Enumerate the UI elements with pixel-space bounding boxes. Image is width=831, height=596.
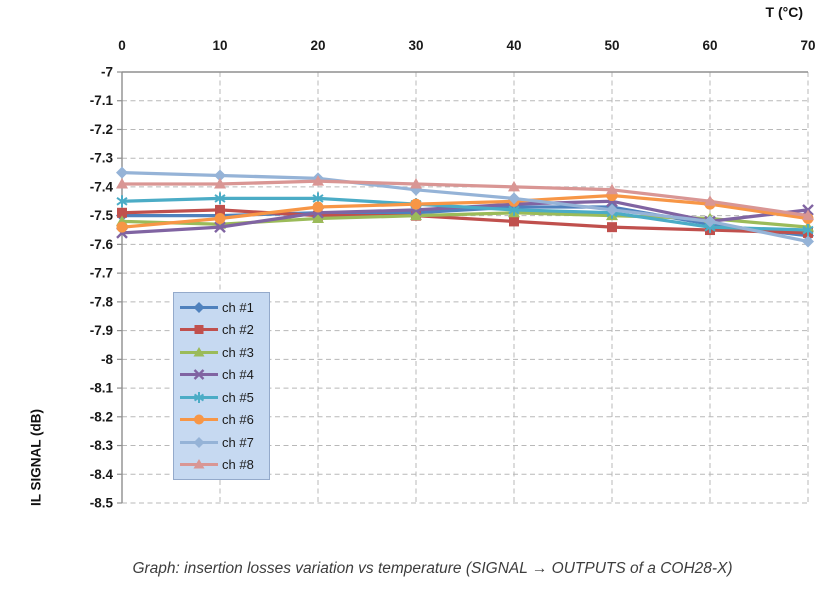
x-tick-label: 70 (800, 38, 815, 53)
square-marker (607, 222, 617, 233)
diamond-marker (214, 169, 226, 182)
circle-marker (214, 213, 226, 225)
triangle-marker (606, 183, 618, 195)
triangle-marker (116, 178, 128, 189)
triangle-marker (214, 178, 226, 189)
triangle-marker (802, 209, 814, 221)
legend-item-ch-3: ch #3 (179, 342, 269, 362)
legend-key-swatch (180, 369, 218, 381)
y-tick-label: -7.3 (90, 151, 114, 166)
y-tick-label: -8.5 (90, 496, 114, 511)
triangle-marker (410, 209, 422, 221)
square-marker (194, 325, 204, 335)
y-tick-label: -7.4 (90, 179, 114, 194)
x-axis-title: T (°C) (765, 4, 803, 20)
diamond-marker (704, 215, 716, 228)
diamond-marker (508, 192, 520, 205)
series-line (120, 170, 810, 244)
legend-key-swatch (180, 301, 218, 313)
diamond-marker (193, 436, 205, 448)
triangle-marker (193, 346, 205, 357)
chart-caption: Graph: insertion losses variation vs tem… (132, 560, 733, 577)
diamond-marker (606, 203, 618, 216)
y-tick-label: -7.5 (90, 208, 114, 223)
x-tick-label: 20 (310, 38, 325, 53)
y-axis-title: IL SIGNAL (dB) (28, 409, 44, 506)
y-tick-label: -8.4 (90, 467, 114, 482)
square-marker (215, 204, 225, 215)
legend-label: ch #2 (222, 322, 254, 338)
diamond-marker (116, 166, 128, 179)
legend-item-ch-1: ch #1 (179, 297, 269, 317)
series-line (120, 208, 810, 235)
chart-container: 0 10 20 30 40 50 60 70 -7 -7.1 -7.2 -7.3 -7.4 -7.5 -7.… (29, 4, 816, 511)
legend-key-swatch (180, 436, 218, 448)
asterisk-marker (193, 391, 205, 403)
legend-key-swatch (180, 391, 218, 403)
triangle-marker (312, 212, 324, 224)
x-tick-label: 0 (118, 38, 126, 53)
y-tick-label: -7.2 (90, 122, 113, 137)
x-tick-label: 10 (212, 38, 227, 53)
legend-label: ch #6 (222, 412, 254, 428)
circle-marker (194, 414, 204, 425)
legend-item-ch-5: ch #5 (179, 387, 269, 407)
circle-marker (410, 198, 422, 210)
triangle-marker (410, 178, 422, 189)
legend-label: ch #7 (222, 434, 254, 450)
y-tick-label: -7.7 (90, 266, 113, 281)
legend-item-ch-6: ch #6 (179, 410, 269, 430)
y-tick-label: -7 (101, 65, 113, 80)
legend-label: ch #4 (222, 367, 254, 383)
legend-key-swatch (180, 459, 218, 469)
y-tick-label: -7.8 (90, 294, 114, 309)
x-tick-label: 40 (506, 38, 521, 53)
asterisk-marker (116, 195, 128, 208)
asterisk-marker (802, 224, 814, 237)
legend-item-ch-8: ch #8 (179, 455, 269, 475)
chart-legend: ch #1 ch #2 ch #3 ch #4 ch #5 ch #6 ch #7 ch #8 (173, 292, 270, 480)
x-tick-label: 60 (702, 38, 717, 53)
legend-key-swatch (180, 414, 218, 425)
legend-label: ch #5 (222, 389, 254, 405)
y-tick-label: -7.9 (90, 323, 113, 338)
legend-key-swatch (180, 346, 218, 357)
x-marker (193, 369, 205, 381)
x-tick-label: 30 (408, 38, 423, 53)
y-tick-label: -8 (101, 352, 113, 367)
x-tick-label: 50 (604, 38, 619, 53)
legend-key-swatch (180, 325, 218, 335)
series-line (120, 193, 810, 229)
y-tick-label: -7.1 (90, 93, 114, 108)
diamond-marker (802, 235, 814, 248)
asterisk-marker (214, 192, 226, 205)
square-marker (509, 216, 519, 227)
legend-item-ch-7: ch #7 (179, 432, 269, 452)
series-line (120, 196, 810, 232)
series-ch-8 (116, 175, 814, 221)
circle-marker (312, 201, 324, 213)
circle-marker (116, 221, 128, 233)
line-chart: 0 10 20 30 40 50 60 70 -7 -7.1 -7.2 -7.3 -7.4 -7.5 -7.… (90, 38, 816, 511)
legend-item-ch-4: ch #4 (179, 365, 269, 385)
diamond-marker (193, 301, 205, 313)
y-tick-label: -7.6 (90, 237, 114, 252)
x-marker (214, 221, 226, 234)
triangle-marker (508, 180, 520, 192)
y-tick-label: -8.2 (90, 409, 113, 424)
legend-label: ch #3 (222, 344, 254, 360)
triangle-marker (312, 175, 324, 186)
legend-item-ch-2: ch #2 (179, 320, 269, 340)
square-marker (117, 207, 127, 218)
legend-label: ch #8 (222, 457, 254, 473)
series-line (120, 179, 810, 218)
legend-label: ch #1 (222, 299, 254, 315)
triangle-marker (193, 459, 205, 469)
y-tick-label: -8.3 (90, 438, 114, 453)
triangle-marker (704, 195, 716, 206)
y-tick-label: -8.1 (90, 381, 114, 396)
